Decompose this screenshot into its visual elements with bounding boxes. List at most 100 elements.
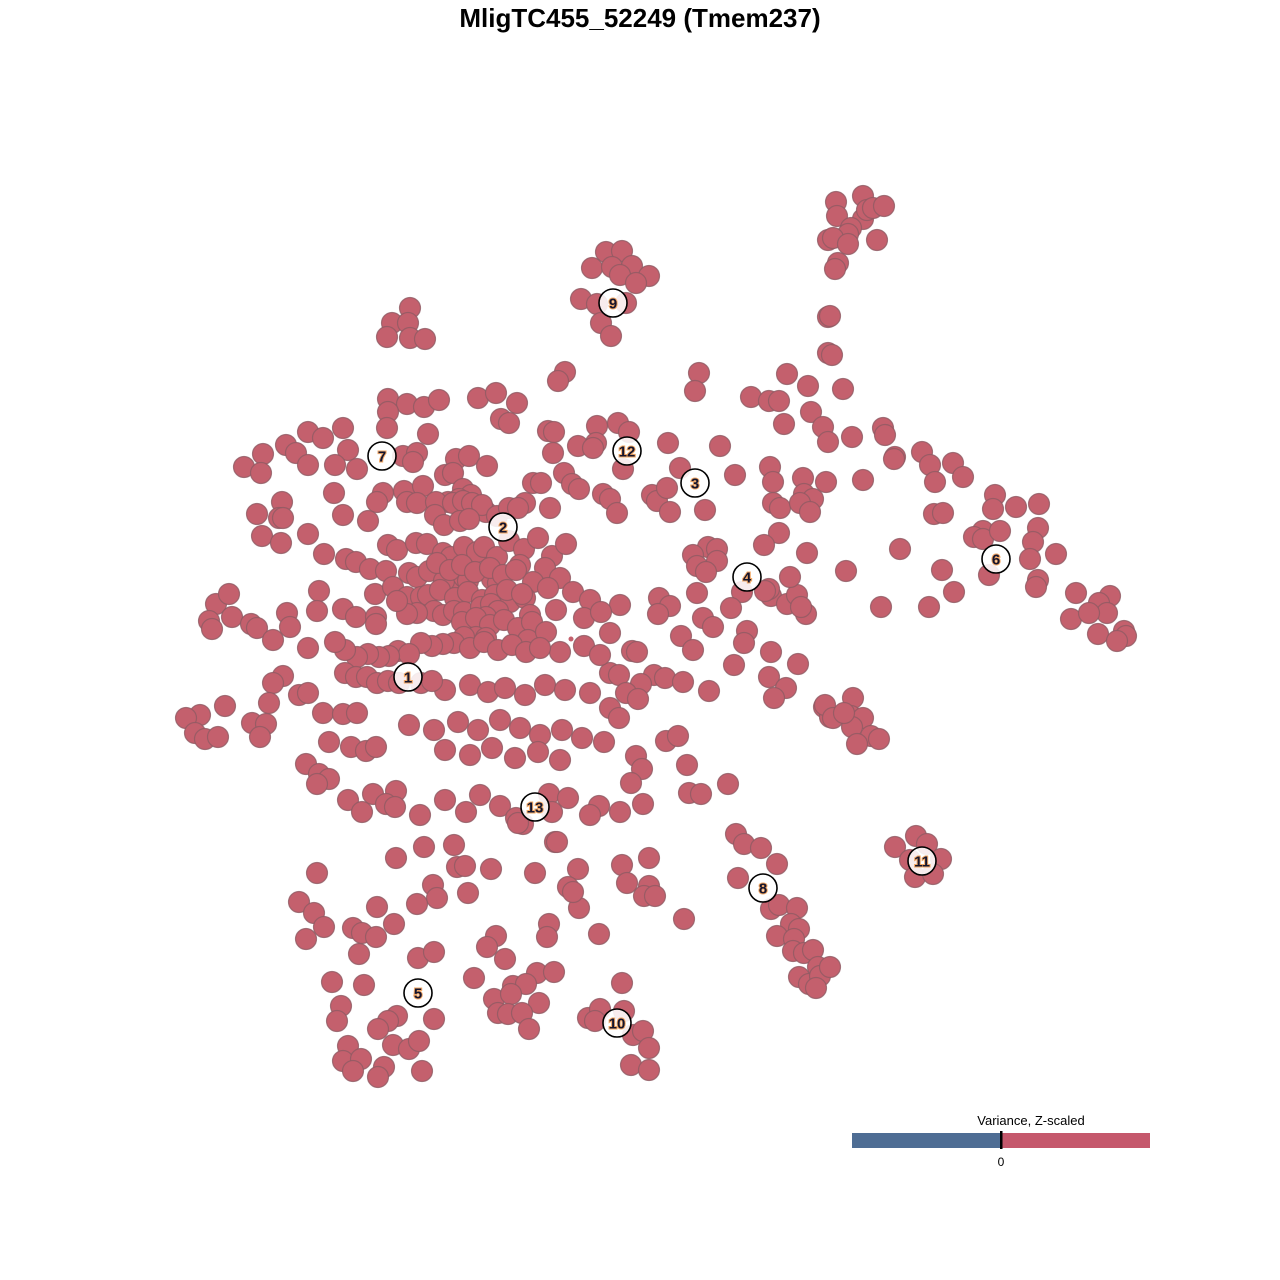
- data-point: [658, 500, 682, 524]
- data-point: [538, 496, 562, 520]
- data-point: [336, 438, 360, 462]
- data-point: [350, 800, 374, 824]
- data-point: [689, 782, 713, 806]
- data-point: [685, 581, 709, 605]
- data-point: [592, 730, 616, 754]
- data-point: [637, 1036, 661, 1060]
- data-point: [422, 718, 446, 742]
- data-point: [506, 496, 530, 520]
- data-point: [307, 579, 331, 603]
- data-point: [723, 463, 747, 487]
- data-point: [832, 701, 856, 725]
- data-point: [655, 476, 679, 500]
- data-point: [458, 743, 482, 767]
- data-point: [278, 615, 302, 639]
- data-point: [772, 412, 796, 436]
- data-point: [759, 640, 783, 664]
- cluster-label: 5: [403, 978, 433, 1008]
- cluster-label-circle: [732, 562, 762, 592]
- data-point: [468, 783, 492, 807]
- cluster-label: 12: [612, 436, 642, 466]
- data-point: [364, 925, 388, 949]
- data-point: [541, 441, 565, 465]
- data-point: [923, 470, 947, 494]
- data-point: [433, 738, 457, 762]
- data-point: [767, 389, 791, 413]
- data-point: [382, 912, 406, 936]
- data-point: [533, 673, 557, 697]
- data-point: [366, 1065, 390, 1089]
- data-point: [296, 453, 320, 477]
- data-point: [840, 425, 864, 449]
- data-point: [296, 636, 320, 660]
- data-point: [865, 228, 889, 252]
- data-point: [981, 497, 1005, 521]
- data-point: [365, 895, 389, 919]
- data-point: [818, 304, 842, 328]
- data-point: [250, 524, 274, 548]
- data-point: [637, 846, 661, 870]
- data-point: [433, 788, 457, 812]
- data-point: [441, 461, 465, 485]
- data-point: [888, 537, 912, 561]
- data-point: [1027, 492, 1051, 516]
- data-point: [697, 679, 721, 703]
- data-point: [510, 582, 534, 606]
- data-point: [554, 532, 578, 556]
- data-point: [248, 725, 272, 749]
- cluster-label: 2: [488, 512, 518, 542]
- cluster-label: 1: [393, 662, 423, 692]
- data-point: [701, 615, 725, 639]
- data-point: [397, 642, 421, 666]
- cluster-label-circle: [367, 441, 397, 471]
- cluster-label-circle: [748, 873, 778, 903]
- cluster-label-circle: [981, 544, 1011, 574]
- data-point: [869, 595, 893, 619]
- data-point: [567, 477, 591, 501]
- data-point: [816, 430, 840, 454]
- data-point: [625, 640, 649, 664]
- data-point: [608, 800, 632, 824]
- data-point: [488, 794, 512, 818]
- data-point: [1077, 601, 1101, 625]
- data-point: [249, 461, 273, 485]
- data-point: [408, 803, 432, 827]
- data-point: [347, 942, 371, 966]
- data-point: [553, 678, 577, 702]
- data-point: [331, 416, 355, 440]
- data-point: [656, 431, 680, 455]
- data-point: [356, 509, 380, 533]
- data-point: [615, 871, 639, 895]
- data-point: [799, 400, 823, 424]
- data-point: [499, 982, 523, 1006]
- data-point-small: [568, 636, 574, 642]
- data-point: [245, 502, 269, 526]
- data-point: [407, 1029, 431, 1053]
- data-point: [542, 420, 566, 444]
- data-point: [598, 621, 622, 645]
- data-point: [845, 732, 869, 756]
- data-point: [504, 558, 528, 582]
- data-point: [578, 803, 602, 827]
- data-point: [505, 391, 529, 415]
- data-point: [605, 501, 629, 525]
- data-point: [320, 970, 344, 994]
- data-point: [401, 450, 425, 474]
- data-point: [548, 748, 572, 772]
- data-point: [883, 835, 907, 859]
- data-point: [722, 653, 746, 677]
- data-point: [257, 691, 281, 715]
- data-point: [646, 602, 670, 626]
- data-point: [385, 589, 409, 613]
- cluster-label: 3: [680, 468, 710, 498]
- data-point: [405, 491, 429, 515]
- data-point: [245, 616, 269, 640]
- data-point: [529, 471, 553, 495]
- data-point: [608, 593, 632, 617]
- data-point: [752, 533, 776, 557]
- data-point: [643, 884, 667, 908]
- data-point: [526, 740, 550, 764]
- data-points-layer: [174, 184, 1138, 1089]
